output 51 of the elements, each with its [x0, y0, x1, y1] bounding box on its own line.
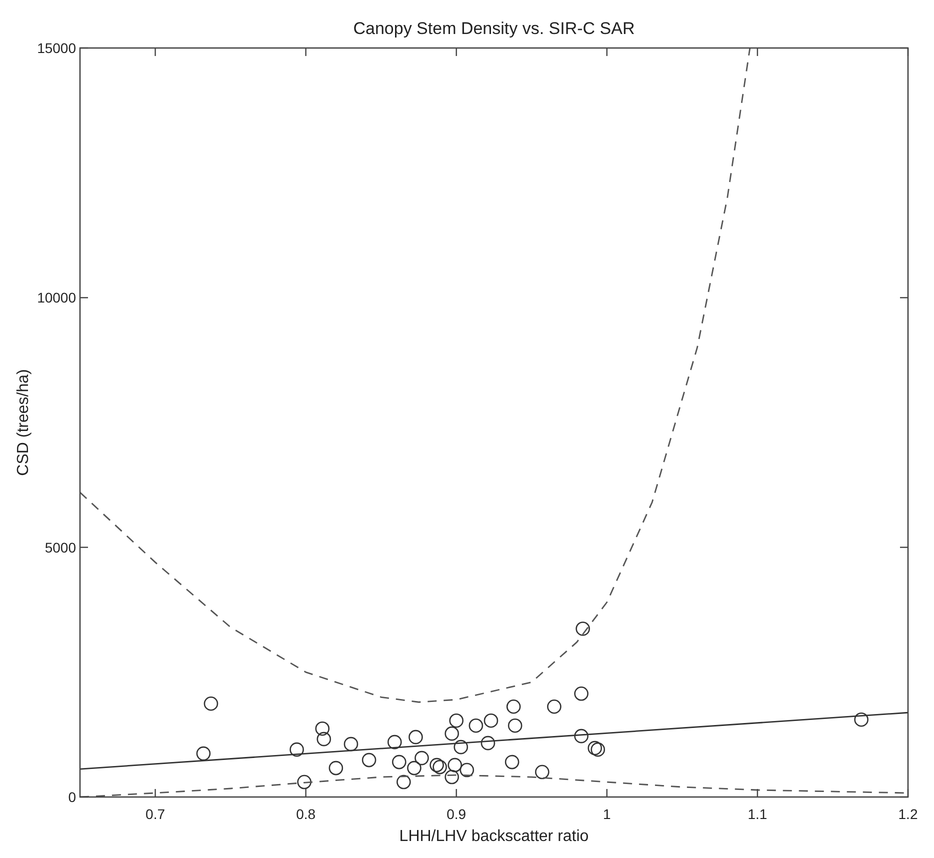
x-tick-label: 0.8: [296, 806, 316, 822]
point: [448, 758, 462, 772]
line-series: [80, 48, 751, 703]
x-tick-label: 1.1: [748, 806, 768, 822]
point: [480, 736, 496, 750]
point: [362, 752, 376, 768]
point: [430, 758, 444, 772]
point: [315, 721, 330, 736]
point: [444, 770, 459, 784]
y-tick-label: 5000: [44, 539, 76, 556]
point: [204, 696, 218, 711]
point: [290, 742, 304, 757]
x-tick-label: 0.9: [446, 806, 466, 822]
point: [387, 734, 402, 750]
x-tick-label: 0.7: [146, 806, 166, 822]
point: [344, 736, 358, 752]
point: [460, 762, 474, 778]
point: [196, 746, 211, 761]
point: [392, 754, 406, 770]
point: [449, 713, 464, 728]
x-tick-label: 1: [603, 806, 612, 822]
point: [408, 730, 423, 744]
x-tick-label: 1.2: [898, 806, 918, 822]
point: [316, 732, 332, 746]
x-axis-title: LHH/LHV backscatter ratio: [399, 828, 589, 845]
point: [854, 712, 868, 727]
point: [506, 699, 521, 714]
point: [396, 774, 411, 790]
point: [444, 726, 459, 741]
chart-title: Canopy Stem Density vs. SIR-C SAR: [353, 19, 635, 38]
point: [574, 686, 588, 701]
point: [504, 754, 520, 770]
point: [574, 728, 588, 744]
point: [547, 699, 562, 714]
y-tick-label: 0: [68, 789, 76, 805]
y-tick-label: 15000: [37, 40, 76, 56]
point: [414, 750, 429, 766]
point: [468, 718, 484, 733]
point: [454, 740, 468, 754]
point: [297, 774, 312, 790]
y-tick-label: 10000: [37, 290, 76, 306]
point: [407, 760, 422, 776]
point: [588, 740, 602, 756]
point: [576, 622, 590, 636]
point: [484, 713, 498, 728]
point: [590, 742, 606, 757]
point: [328, 760, 344, 776]
y-axis-title: CSD (trees/ha): [15, 369, 32, 476]
point: [432, 760, 447, 774]
point: [535, 764, 550, 780]
point: [508, 718, 522, 733]
